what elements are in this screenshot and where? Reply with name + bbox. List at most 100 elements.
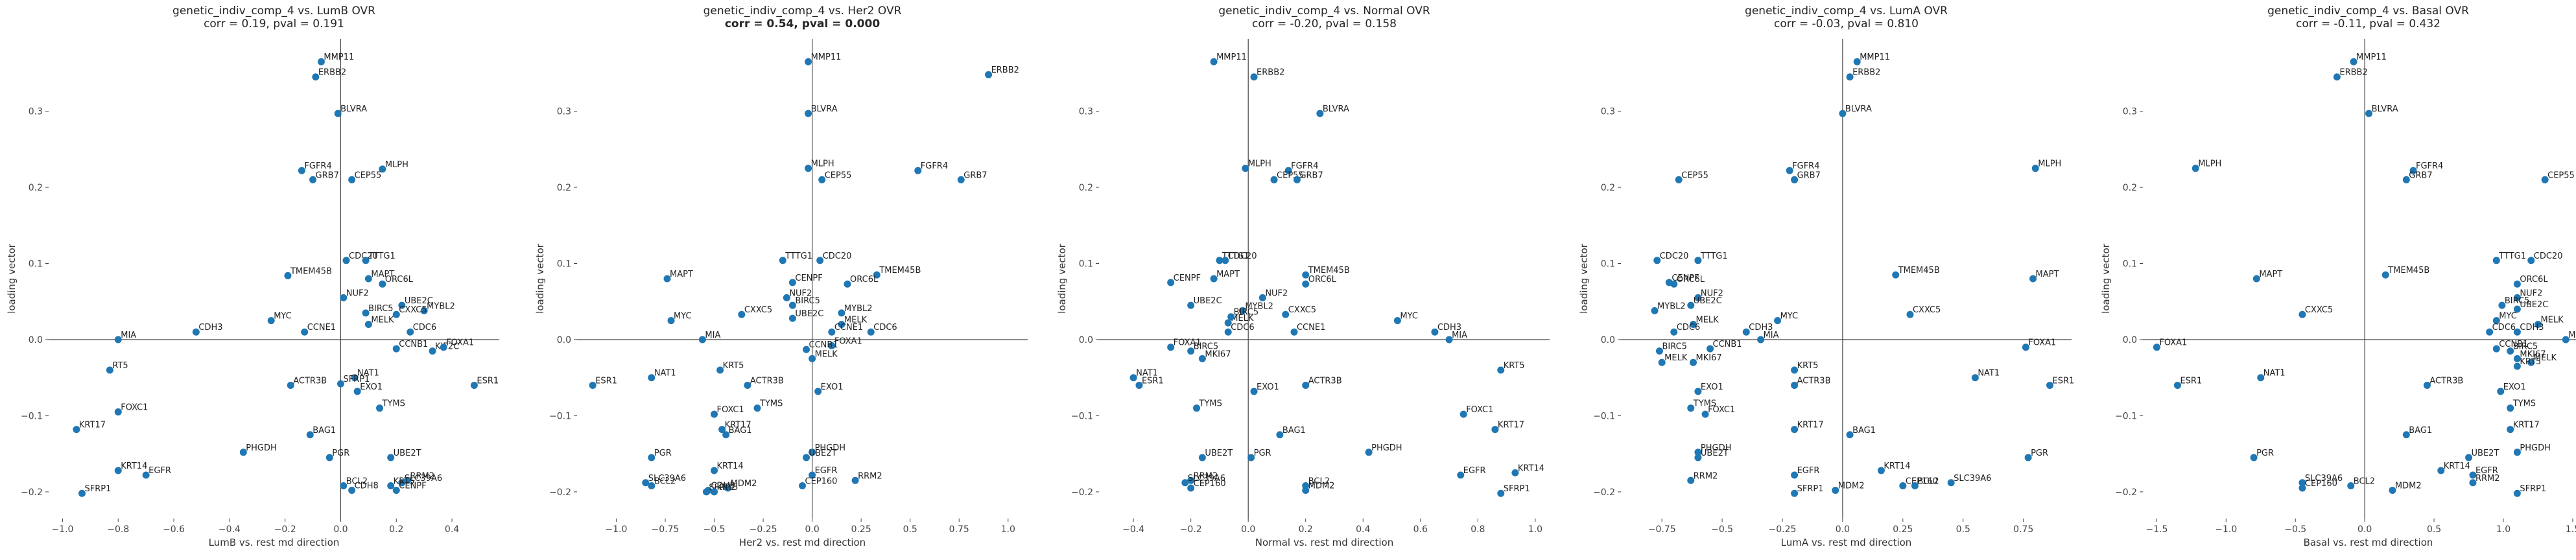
point-label: BCL2 <box>1917 476 1939 486</box>
point-label: KRT5 <box>723 361 744 371</box>
point-label: TYMS <box>2512 399 2536 409</box>
data-point <box>1687 404 1695 412</box>
point-label: UBE2C <box>2520 300 2548 310</box>
data-point <box>312 73 320 81</box>
data-point <box>364 275 372 283</box>
point-label: MMP11 <box>811 52 842 62</box>
point-label: KRT17 <box>1498 421 1524 430</box>
point-label: PHGDH <box>1371 443 1402 453</box>
point-label: SLC39A6 <box>2305 474 2343 484</box>
data-point <box>2402 431 2410 439</box>
point-label: NAT1 <box>1136 369 1158 379</box>
point-label: MMP11 <box>1860 52 1890 62</box>
data-point <box>648 374 656 382</box>
point-label: FOXC1 <box>1708 405 1735 415</box>
data-point <box>816 257 824 264</box>
data-point <box>2513 489 2521 497</box>
data-point <box>803 454 810 461</box>
data-point <box>2507 404 2514 412</box>
point-label: ERBB2 <box>1852 68 1880 78</box>
x-tick-label: 0.75 <box>949 524 969 535</box>
y-tick-label: −0.1 <box>1593 411 1615 421</box>
point-label: ORC6L <box>1308 275 1337 285</box>
data-point <box>2298 484 2306 492</box>
data-point <box>1198 355 1206 362</box>
point-label: EXO1 <box>1257 382 1279 392</box>
data-point <box>1250 73 1258 81</box>
point-label: PHGDH <box>246 443 276 453</box>
point-label: UBE2T <box>1701 449 1729 458</box>
data-point <box>2153 344 2160 351</box>
point-label: BIRC5 <box>1662 342 1687 352</box>
data-point <box>1302 487 1310 495</box>
data-point <box>867 328 875 336</box>
chart-subtitle: corr = -0.20, pval = 0.158 <box>1252 18 1397 30</box>
x-tick-label: −0.5 <box>2284 524 2306 535</box>
point-label: PHGDH <box>2520 443 2550 453</box>
data-point <box>376 404 384 412</box>
point-label: UBE2C <box>1694 296 1722 306</box>
data-point <box>2024 454 2032 461</box>
point-label: BIRC5 <box>1234 308 1259 318</box>
x-tick-label: 0.0 <box>805 524 819 535</box>
data-point <box>392 345 400 353</box>
data-point <box>1651 307 1659 314</box>
point-label: MYBL2 <box>1657 301 1686 311</box>
data-point <box>663 275 671 283</box>
x-axis-label: Her2 vs. rest md direction <box>739 537 866 548</box>
data-point <box>838 320 845 328</box>
data-point <box>1393 317 1401 325</box>
data-point <box>2298 479 2306 487</box>
data-point <box>985 71 993 78</box>
data-point <box>1198 454 1206 461</box>
point-label: CCNB1 <box>2499 340 2528 349</box>
point-label: MMP11 <box>1216 52 1247 62</box>
data-point <box>2534 320 2542 328</box>
y-tick-label: 0.3 <box>1079 107 1093 117</box>
point-label: MYBL2 <box>427 301 455 311</box>
point-label: CDC6 <box>873 323 897 332</box>
data-point <box>1216 257 1223 264</box>
chart-subtitle: corr = 0.19, pval = 0.191 <box>204 18 344 30</box>
point-label: BAG1 <box>2409 426 2432 436</box>
point-label: MIA <box>705 331 720 340</box>
data-point <box>1971 374 1979 382</box>
point-label: ACTR3B <box>1308 376 1342 386</box>
data-point <box>407 328 414 336</box>
data-point <box>718 426 726 434</box>
data-point <box>1877 467 1885 474</box>
point-label: ACTR3B <box>750 376 784 386</box>
point-label: TMEM45B <box>1308 266 1350 275</box>
data-point <box>301 328 309 336</box>
y-tick-label: 0.3 <box>29 107 43 117</box>
data-point <box>1302 271 1310 279</box>
data-point <box>340 482 348 489</box>
data-point <box>1167 279 1175 286</box>
x-tick-label: 0.0 <box>1241 524 1255 535</box>
point-label: MELK <box>1231 314 1254 323</box>
data-point <box>1853 58 1861 65</box>
point-label: FOXA1 <box>2159 338 2187 348</box>
data-point <box>1238 307 1246 314</box>
point-label: BAG1 <box>313 426 336 436</box>
chart-title: genetic_indiv_comp_4 vs. LumA OVR <box>1745 5 1948 18</box>
data-point <box>1210 275 1218 283</box>
point-label: UBE2T <box>2472 449 2499 458</box>
point-label: PGR <box>1254 449 1271 458</box>
point-label: ESR1 <box>595 376 617 386</box>
data-point <box>1791 366 1799 374</box>
data-point <box>142 471 150 479</box>
y-axis-label: loading vector <box>2100 243 2112 313</box>
point-label: EXO1 <box>1701 382 1723 392</box>
point-label: CXXC5 <box>2305 305 2333 315</box>
x-axis-label: Basal vs. rest md direction <box>2304 537 2433 548</box>
y-axis-label: loading vector <box>534 243 546 313</box>
point-label: CDH3 <box>2520 323 2544 332</box>
point-label: FGFR4 <box>1291 161 1318 171</box>
data-point <box>1832 487 1839 495</box>
data-point <box>1187 484 1195 492</box>
point-label: BIRC5 <box>795 296 820 306</box>
data-point <box>1270 176 1278 183</box>
data-point <box>1687 301 1695 309</box>
data-point <box>2513 355 2521 362</box>
